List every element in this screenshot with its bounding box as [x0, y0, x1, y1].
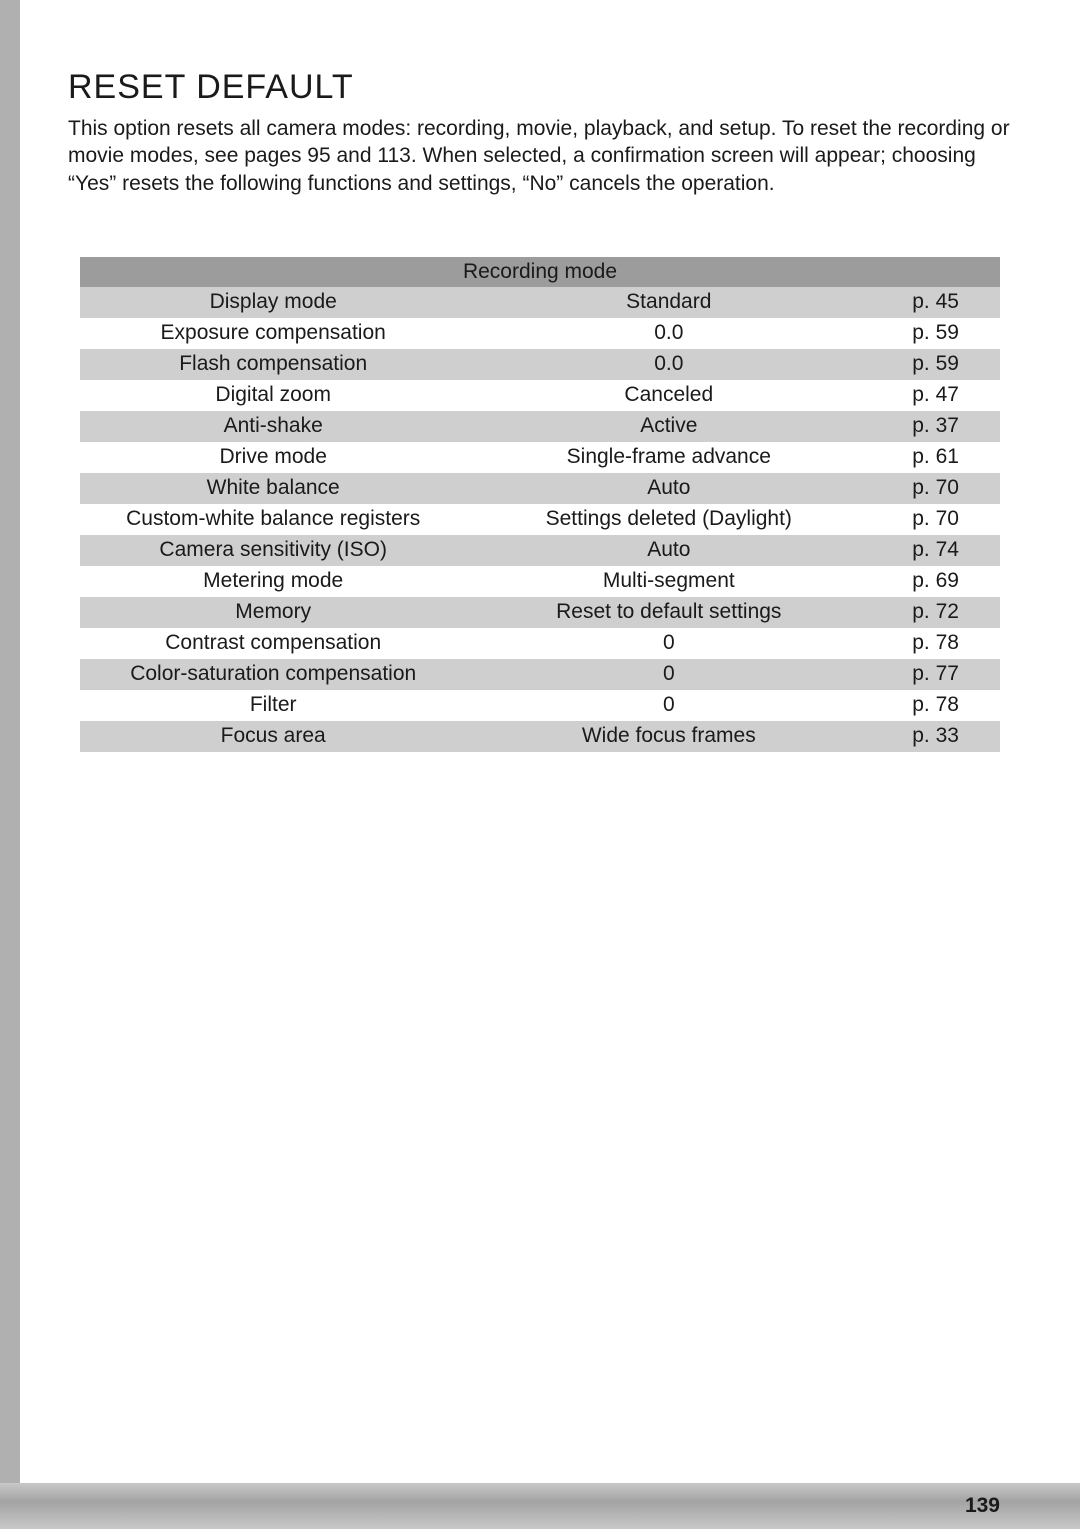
default-value-cell: 0.0 [466, 318, 871, 349]
default-value-cell: Multi-segment [466, 566, 871, 597]
default-value-cell: Auto [466, 473, 871, 504]
table-row: White balanceAutop. 70 [80, 473, 1000, 504]
setting-cell: Filter [80, 690, 466, 721]
table-row: Contrast compensation0p. 78 [80, 628, 1000, 659]
table-row: Camera sensitivity (ISO)Autop. 74 [80, 535, 1000, 566]
setting-cell: Color-saturation compensation [80, 659, 466, 690]
setting-cell: Focus area [80, 721, 466, 752]
table-row: Anti-shakeActivep. 37 [80, 411, 1000, 442]
default-value-cell: Single-frame advance [466, 442, 871, 473]
setting-cell: Digital zoom [80, 380, 466, 411]
table-row: MemoryReset to default settingsp. 72 [80, 597, 1000, 628]
manual-page: RESET DEFAULT This option resets all cam… [0, 0, 1080, 1529]
page-number: 139 [965, 1494, 1000, 1518]
left-margin-strip [0, 0, 20, 1529]
page-ref-cell: p. 70 [871, 504, 1000, 535]
default-value-cell: Active [466, 411, 871, 442]
page-ref-cell: p. 47 [871, 380, 1000, 411]
table-row: Color-saturation compensation0p. 77 [80, 659, 1000, 690]
setting-cell: Contrast compensation [80, 628, 466, 659]
table-row: Flash compensation0.0p. 59 [80, 349, 1000, 380]
table-row: Display modeStandardp. 45 [80, 287, 1000, 318]
default-value-cell: Reset to default settings [466, 597, 871, 628]
default-value-cell: 0 [466, 690, 871, 721]
setting-cell: Metering mode [80, 566, 466, 597]
table-body: Display modeStandardp. 45Exposure compen… [80, 287, 1000, 752]
setting-cell: Drive mode [80, 442, 466, 473]
default-value-cell: Canceled [466, 380, 871, 411]
table-row: Exposure compensation0.0p. 59 [80, 318, 1000, 349]
page-ref-cell: p. 78 [871, 628, 1000, 659]
page-ref-cell: p. 74 [871, 535, 1000, 566]
page-ref-cell: p. 77 [871, 659, 1000, 690]
setting-cell: Exposure compensation [80, 318, 466, 349]
table-row: Drive modeSingle-frame advancep. 61 [80, 442, 1000, 473]
default-value-cell: Settings deleted (Daylight) [466, 504, 871, 535]
setting-cell: Custom-white balance registers [80, 504, 466, 535]
table-row: Filter0p. 78 [80, 690, 1000, 721]
setting-cell: White balance [80, 473, 466, 504]
page-ref-cell: p. 59 [871, 349, 1000, 380]
page-ref-cell: p. 78 [871, 690, 1000, 721]
reset-defaults-table: Recording mode Display modeStandardp. 45… [80, 257, 1000, 752]
page-ref-cell: p. 72 [871, 597, 1000, 628]
default-value-cell: Wide focus frames [466, 721, 871, 752]
page-ref-cell: p. 61 [871, 442, 1000, 473]
default-value-cell: 0.0 [466, 349, 871, 380]
table-row: Digital zoomCanceledp. 47 [80, 380, 1000, 411]
page-ref-cell: p. 70 [871, 473, 1000, 504]
default-value-cell: 0 [466, 628, 871, 659]
page-ref-cell: p. 69 [871, 566, 1000, 597]
setting-cell: Flash compensation [80, 349, 466, 380]
table-section-header: Recording mode [80, 257, 1000, 287]
default-value-cell: Auto [466, 535, 871, 566]
table-row: Focus areaWide focus framesp. 33 [80, 721, 1000, 752]
page-ref-cell: p. 37 [871, 411, 1000, 442]
setting-cell: Anti-shake [80, 411, 466, 442]
page-title: RESET DEFAULT [68, 68, 1012, 107]
setting-cell: Memory [80, 597, 466, 628]
setting-cell: Camera sensitivity (ISO) [80, 535, 466, 566]
table-row: Metering modeMulti-segmentp. 69 [80, 566, 1000, 597]
default-value-cell: Standard [466, 287, 871, 318]
page-ref-cell: p. 59 [871, 318, 1000, 349]
page-ref-cell: p. 33 [871, 721, 1000, 752]
body-paragraph: This option resets all camera modes: rec… [68, 115, 1012, 197]
footer-bar: 139 [0, 1483, 1080, 1529]
page-ref-cell: p. 45 [871, 287, 1000, 318]
setting-cell: Display mode [80, 287, 466, 318]
table-row: Custom-white balance registersSettings d… [80, 504, 1000, 535]
default-value-cell: 0 [466, 659, 871, 690]
